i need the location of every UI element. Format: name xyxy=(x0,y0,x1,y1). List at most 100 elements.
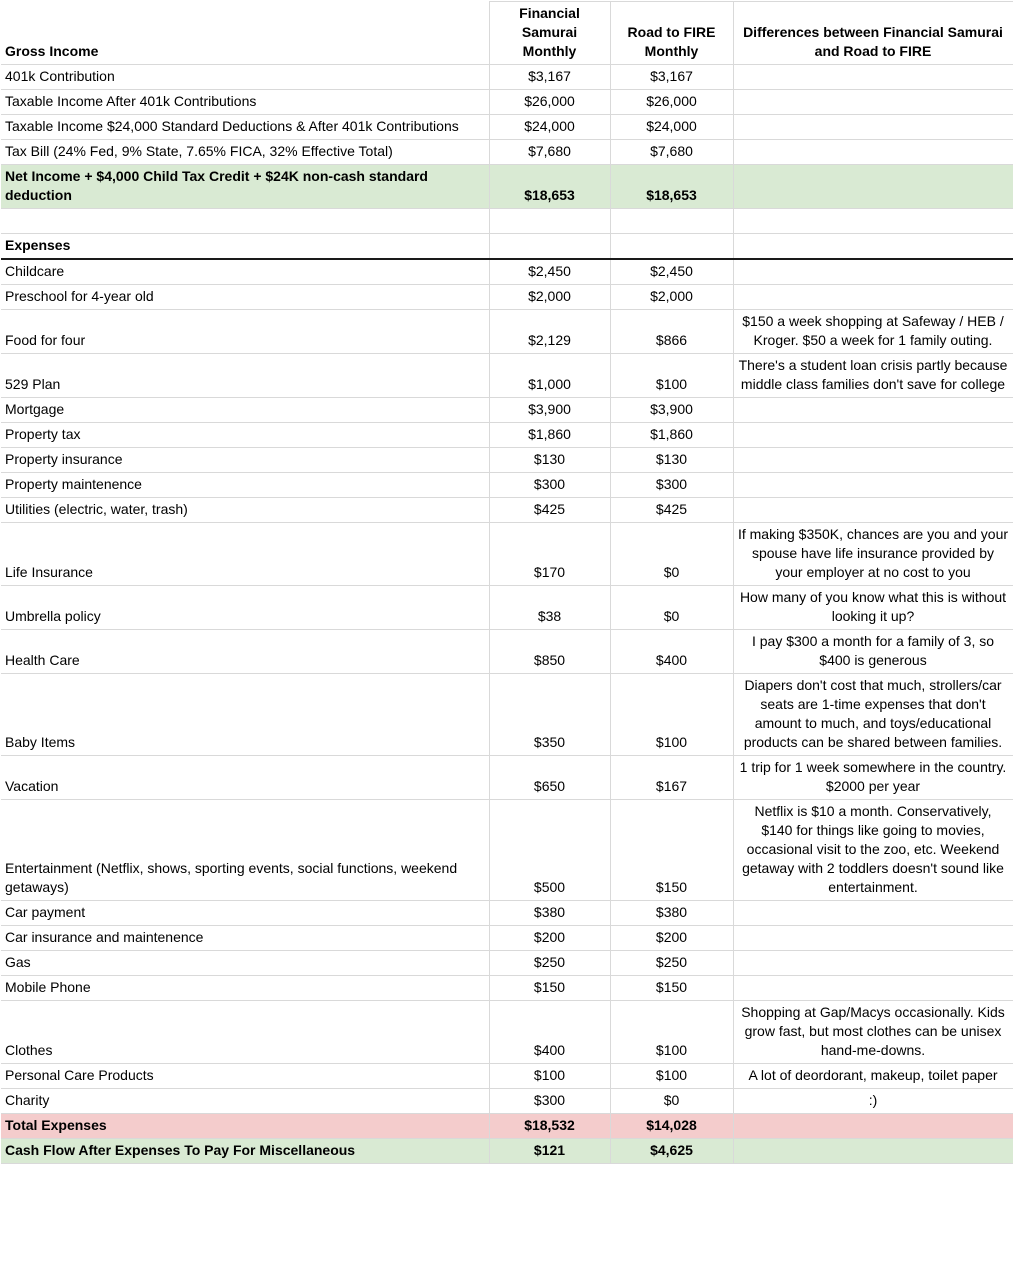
row-label-cell: Health Care xyxy=(1,629,490,674)
financial-samurai-value-cell: $200 xyxy=(488,925,611,951)
difference-note-cell xyxy=(732,925,1013,951)
road-to-fire-value-cell: $24,000 xyxy=(609,114,734,140)
financial-samurai-value-cell: $425 xyxy=(488,497,611,523)
row-label-cell: Vacation xyxy=(1,755,490,800)
financial-samurai-value-cell: $2,000 xyxy=(488,284,611,310)
row-label-cell: Childcare xyxy=(1,258,490,285)
financial-samurai-value-cell: $170 xyxy=(488,522,611,586)
financial-samurai-value-cell: $380 xyxy=(488,900,611,926)
road-to-fire-value-cell: $0 xyxy=(609,522,734,586)
financial-samurai-value-cell: $7,680 xyxy=(488,139,611,165)
road-to-fire-value-cell: $1,860 xyxy=(609,422,734,448)
difference-note-cell xyxy=(732,447,1013,473)
difference-note-cell xyxy=(732,64,1013,90)
difference-note-cell xyxy=(732,900,1013,926)
road-to-fire-value-cell: $866 xyxy=(609,309,734,354)
difference-note-cell: I pay $300 a month for a family of 3, so… xyxy=(732,629,1013,674)
table-row: Property tax $1,860 $1,860 xyxy=(1,422,1013,448)
row-label-cell: Baby Items xyxy=(1,673,490,756)
row-label-cell: Gas xyxy=(1,950,490,976)
road-to-fire-value-cell: $150 xyxy=(609,975,734,1001)
table-row: Taxable Income $24,000 Standard Deductio… xyxy=(1,114,1013,140)
row-label-cell: Property tax xyxy=(1,422,490,448)
table-row: Property maintenence $300 $300 xyxy=(1,472,1013,498)
row-label-cell: Property insurance xyxy=(1,447,490,473)
table-row: Cash Flow After Expenses To Pay For Misc… xyxy=(1,1138,1013,1164)
road-to-fire-value-cell: $400 xyxy=(609,629,734,674)
table-row: Umbrella policy $38 $0 How many of you k… xyxy=(1,585,1013,630)
difference-note-cell xyxy=(732,208,1013,234)
table-row: Property insurance $130 $130 xyxy=(1,447,1013,473)
financial-samurai-value-cell: $2,129 xyxy=(488,309,611,354)
financial-samurai-value-cell: $18,532 xyxy=(488,1113,611,1139)
row-label-cell: Tax Bill (24% Fed, 9% State, 7.65% FICA,… xyxy=(1,139,490,165)
row-label-cell: Umbrella policy xyxy=(1,585,490,630)
table-row: 529 Plan $1,000 $100 There's a student l… xyxy=(1,353,1013,398)
financial-samurai-value-cell: $500 xyxy=(488,799,611,901)
financial-samurai-value-cell: $150 xyxy=(488,975,611,1001)
row-label-cell xyxy=(1,208,490,234)
table-row: Personal Care Products $100 $100 A lot o… xyxy=(1,1063,1013,1089)
road-to-fire-value-cell: $3,167 xyxy=(609,64,734,90)
financial-samurai-value-cell: $3,167 xyxy=(488,64,611,90)
difference-note-cell xyxy=(732,422,1013,448)
row-label-cell: Mortgage xyxy=(1,397,490,423)
road-to-fire-value-cell: $3,900 xyxy=(609,397,734,423)
row-label-cell: Personal Care Products xyxy=(1,1063,490,1089)
road-to-fire-value-cell xyxy=(609,233,734,260)
gross-income-header: Gross Income xyxy=(1,1,490,65)
differences-header: Differences between Financial Samurai an… xyxy=(732,1,1013,65)
road-to-fire-value-cell: $250 xyxy=(609,950,734,976)
table-row: Total Expenses $18,532 $14,028 xyxy=(1,1113,1013,1139)
financial-samurai-header: Financial Samurai Monthly xyxy=(488,1,611,65)
row-label-cell: Car insurance and maintenence xyxy=(1,925,490,951)
row-label-cell: Life Insurance xyxy=(1,522,490,586)
table-row: Health Care $850 $400 I pay $300 a month… xyxy=(1,629,1013,674)
difference-note-cell xyxy=(732,975,1013,1001)
table-row: Gas $250 $250 xyxy=(1,950,1013,976)
difference-note-cell: How many of you know what this is withou… xyxy=(732,585,1013,630)
spreadsheet-area: Gross Income Financial Samurai Monthly R… xyxy=(1,1,1013,1164)
row-label-cell: 529 Plan xyxy=(1,353,490,398)
table-row: 401k Contribution $3,167 $3,167 xyxy=(1,64,1013,90)
road-to-fire-value-cell: $300 xyxy=(609,472,734,498)
difference-note-cell: There's a student loan crisis partly bec… xyxy=(732,353,1013,398)
road-to-fire-value-cell: $26,000 xyxy=(609,89,734,115)
difference-note-cell xyxy=(732,258,1013,285)
financial-samurai-value-cell: $18,653 xyxy=(488,164,611,209)
road-to-fire-header: Road to FIRE Monthly xyxy=(609,1,734,65)
difference-note-cell: :) xyxy=(732,1088,1013,1114)
row-label-cell: Preschool for 4-year old xyxy=(1,284,490,310)
financial-samurai-value-cell xyxy=(488,208,611,234)
row-label-cell: Food for four xyxy=(1,309,490,354)
table-row: Food for four $2,129 $866 $150 a week sh… xyxy=(1,309,1013,354)
table-row: Tax Bill (24% Fed, 9% State, 7.65% FICA,… xyxy=(1,139,1013,165)
row-label-cell: Charity xyxy=(1,1088,490,1114)
difference-note-cell: Netflix is $10 a month. Conservatively, … xyxy=(732,799,1013,901)
table-row: Mortgage $3,900 $3,900 xyxy=(1,397,1013,423)
table-row: Utilities (electric, water, trash) $425 … xyxy=(1,497,1013,523)
road-to-fire-value-cell: $425 xyxy=(609,497,734,523)
difference-note-cell xyxy=(732,114,1013,140)
row-label-cell: Entertainment (Netflix, shows, sporting … xyxy=(1,799,490,901)
table-row: Charity $300 $0 :) xyxy=(1,1088,1013,1114)
financial-samurai-value-cell: $650 xyxy=(488,755,611,800)
financial-samurai-value-cell: $24,000 xyxy=(488,114,611,140)
table-row: Clothes $400 $100 Shopping at Gap/Macys … xyxy=(1,1000,1013,1064)
road-to-fire-value-cell: $100 xyxy=(609,673,734,756)
table-row: Car insurance and maintenence $200 $200 xyxy=(1,925,1013,951)
budget-comparison-table: Gross Income Financial Samurai Monthly R… xyxy=(1,1,1013,1164)
financial-samurai-value-cell: $1,000 xyxy=(488,353,611,398)
difference-note-cell xyxy=(732,233,1013,260)
financial-samurai-value-cell: $250 xyxy=(488,950,611,976)
road-to-fire-value-cell xyxy=(609,208,734,234)
financial-samurai-value-cell: $2,450 xyxy=(488,258,611,285)
difference-note-cell: 1 trip for 1 week somewhere in the count… xyxy=(732,755,1013,800)
financial-samurai-value-cell xyxy=(488,233,611,260)
difference-note-cell xyxy=(732,950,1013,976)
road-to-fire-value-cell: $2,000 xyxy=(609,284,734,310)
financial-samurai-value-cell: $400 xyxy=(488,1000,611,1064)
road-to-fire-value-cell: $100 xyxy=(609,1000,734,1064)
financial-samurai-value-cell: $300 xyxy=(488,472,611,498)
difference-note-cell: $150 a week shopping at Safeway / HEB / … xyxy=(732,309,1013,354)
